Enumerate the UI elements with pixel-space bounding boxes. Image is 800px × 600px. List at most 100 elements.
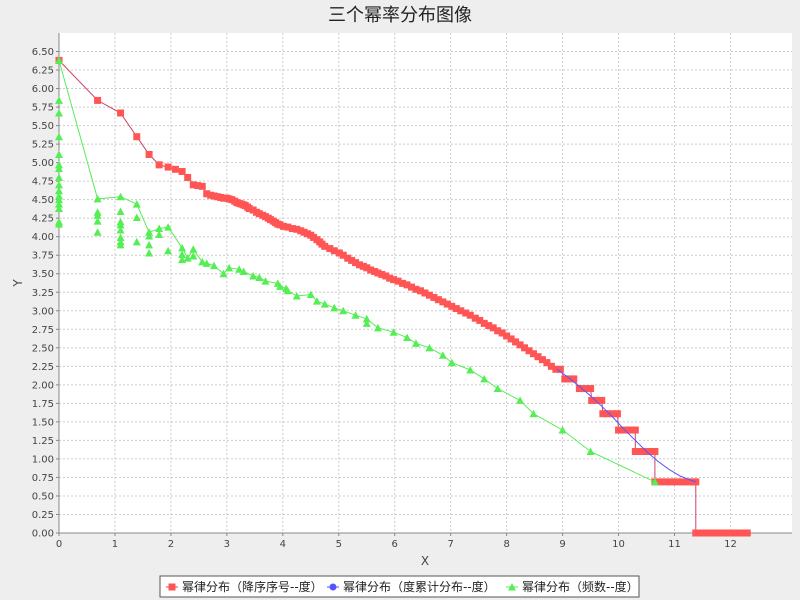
data-point [615, 426, 623, 434]
data-point [421, 289, 429, 297]
data-point [293, 225, 301, 233]
data-point [443, 300, 451, 308]
legend-marker [168, 583, 176, 591]
data-point [416, 287, 424, 295]
legend-marker [329, 583, 337, 591]
data-point [485, 322, 493, 330]
data-point [306, 290, 315, 298]
x-tick-label: 10 [612, 539, 625, 550]
y-tick-label: 2.25 [32, 362, 54, 373]
data-point [351, 311, 360, 319]
y-tick-label: 5.50 [32, 121, 54, 132]
series-0 [55, 56, 751, 537]
data-point [743, 529, 751, 537]
data-point [498, 329, 506, 337]
x-axis-label: X [421, 554, 429, 568]
data-point [55, 186, 63, 195]
data-point [662, 478, 670, 486]
data-point [373, 323, 382, 332]
data-point [516, 341, 524, 349]
data-point [116, 220, 125, 229]
data-point [650, 477, 659, 486]
y-tick-label: 1.75 [32, 399, 54, 410]
legend-label: 幂律分布（度累计分布--度） [343, 579, 496, 594]
data-point [651, 448, 659, 456]
data-point [355, 261, 363, 269]
data-point [489, 324, 497, 332]
data-point [637, 448, 645, 456]
data-point [292, 291, 301, 300]
data-point [312, 297, 321, 305]
data-point [434, 296, 442, 304]
y-tick-label: 1.25 [32, 436, 54, 447]
data-point [556, 365, 564, 373]
y-tick-label: 3.50 [32, 269, 54, 280]
data-point [561, 375, 569, 383]
data-point [55, 220, 63, 228]
data-point [93, 217, 102, 225]
data-point [471, 314, 479, 322]
data-point [512, 338, 520, 346]
data-point [430, 293, 438, 301]
data-point [494, 327, 502, 335]
data-point [276, 282, 285, 290]
data-point [184, 173, 192, 181]
data-point [288, 225, 296, 233]
data-point [631, 426, 639, 434]
data-point [339, 306, 348, 315]
data-point [403, 333, 412, 341]
data-point [521, 344, 529, 352]
data-point [480, 374, 489, 383]
data-point [93, 228, 102, 236]
data-point [529, 409, 538, 418]
data-point [203, 190, 211, 198]
data-point [558, 426, 567, 434]
data-point [321, 242, 329, 250]
data-point [668, 478, 676, 486]
x-tick-label: 4 [280, 539, 286, 550]
data-point [352, 259, 360, 267]
y-tick-label: 1.50 [32, 417, 54, 428]
series-2 [55, 56, 659, 486]
y-tick-label: 0.75 [32, 473, 54, 484]
data-point [367, 266, 375, 274]
data-point [93, 194, 102, 203]
data-point [362, 319, 371, 327]
data-point [219, 269, 228, 278]
data-point [587, 385, 595, 393]
data-point [684, 478, 692, 486]
x-tick-label: 7 [447, 539, 453, 550]
data-point [710, 529, 718, 537]
data-point [55, 109, 63, 117]
data-point [447, 358, 456, 367]
x-tick-label: 12 [724, 539, 737, 550]
legend-label: 幂律分布（频数--度） [522, 579, 639, 594]
data-point [565, 375, 573, 383]
data-point [344, 254, 352, 262]
data-point [164, 163, 172, 171]
data-point [55, 204, 63, 213]
data-point [194, 182, 202, 190]
data-point [374, 269, 382, 277]
data-point [145, 240, 154, 249]
y-tick-label: 3.00 [32, 306, 54, 317]
data-point [538, 356, 546, 364]
data-point [673, 478, 681, 486]
data-point [116, 240, 125, 249]
data-point [93, 211, 102, 219]
data-point [178, 168, 186, 176]
data-point [507, 335, 515, 343]
data-point [164, 223, 173, 231]
x-tick-label: 1 [112, 539, 118, 550]
data-point [411, 339, 420, 347]
data-point [283, 286, 292, 295]
y-tick-label: 5.75 [32, 103, 54, 114]
data-point [145, 150, 153, 158]
data-point [55, 150, 63, 158]
x-tick-label: 6 [392, 539, 398, 550]
data-point [408, 283, 416, 291]
data-point [516, 396, 525, 404]
data-point [698, 529, 706, 537]
data-point [378, 270, 386, 278]
y-tick-label: 2.00 [32, 380, 54, 391]
